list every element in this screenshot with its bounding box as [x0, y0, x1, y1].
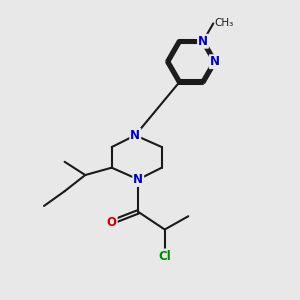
Text: N: N: [133, 173, 143, 186]
Text: Cl: Cl: [158, 250, 171, 262]
Text: N: N: [210, 55, 220, 68]
Text: N: N: [198, 35, 208, 48]
Text: N: N: [130, 129, 140, 142]
Text: CH₃: CH₃: [215, 18, 234, 28]
Text: O: O: [107, 216, 117, 229]
